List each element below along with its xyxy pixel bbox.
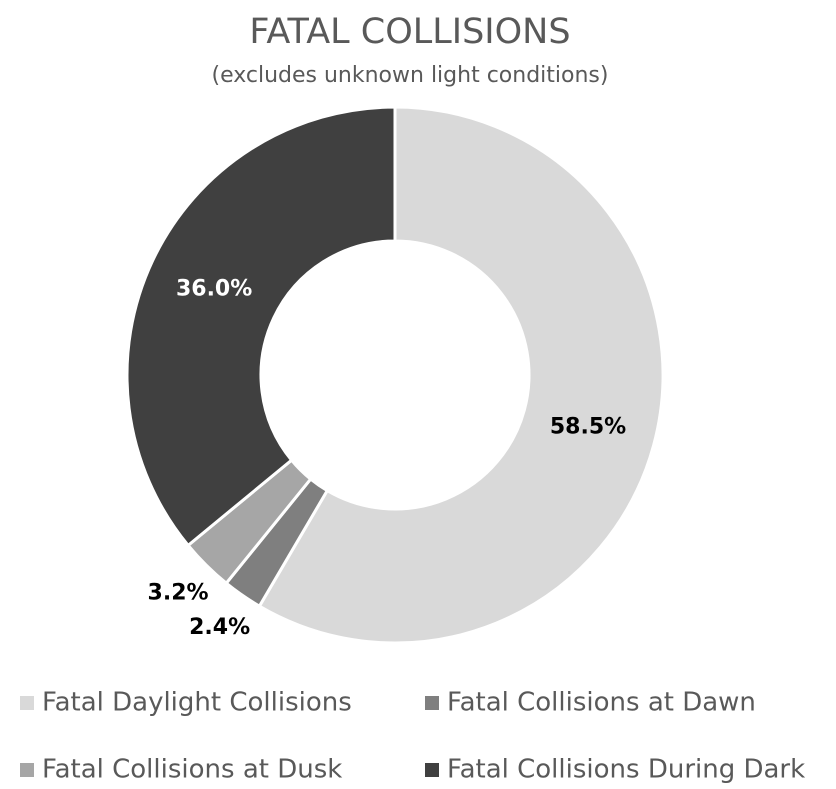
- chart-title: FATAL COLLISIONS: [249, 12, 570, 52]
- donut-slice: [125, 105, 397, 548]
- data-label: 3.2%: [148, 581, 209, 606]
- data-label: 2.4%: [189, 615, 250, 640]
- legend-swatch: [20, 763, 34, 777]
- donut-slice: [257, 105, 665, 645]
- chart-subtitle: (excludes unknown light conditions): [212, 63, 609, 88]
- legend-label: Fatal Collisions During Dark: [447, 755, 805, 785]
- legend-label: Fatal Daylight Collisions: [42, 688, 352, 718]
- legend-swatch: [425, 763, 439, 777]
- data-label: 36.0%: [176, 277, 252, 302]
- legend-swatch: [20, 696, 34, 710]
- legend-label: Fatal Collisions at Dusk: [42, 755, 342, 785]
- legend-swatch: [425, 696, 439, 710]
- data-label: 58.5%: [550, 414, 626, 439]
- legend-label: Fatal Collisions at Dawn: [447, 688, 756, 718]
